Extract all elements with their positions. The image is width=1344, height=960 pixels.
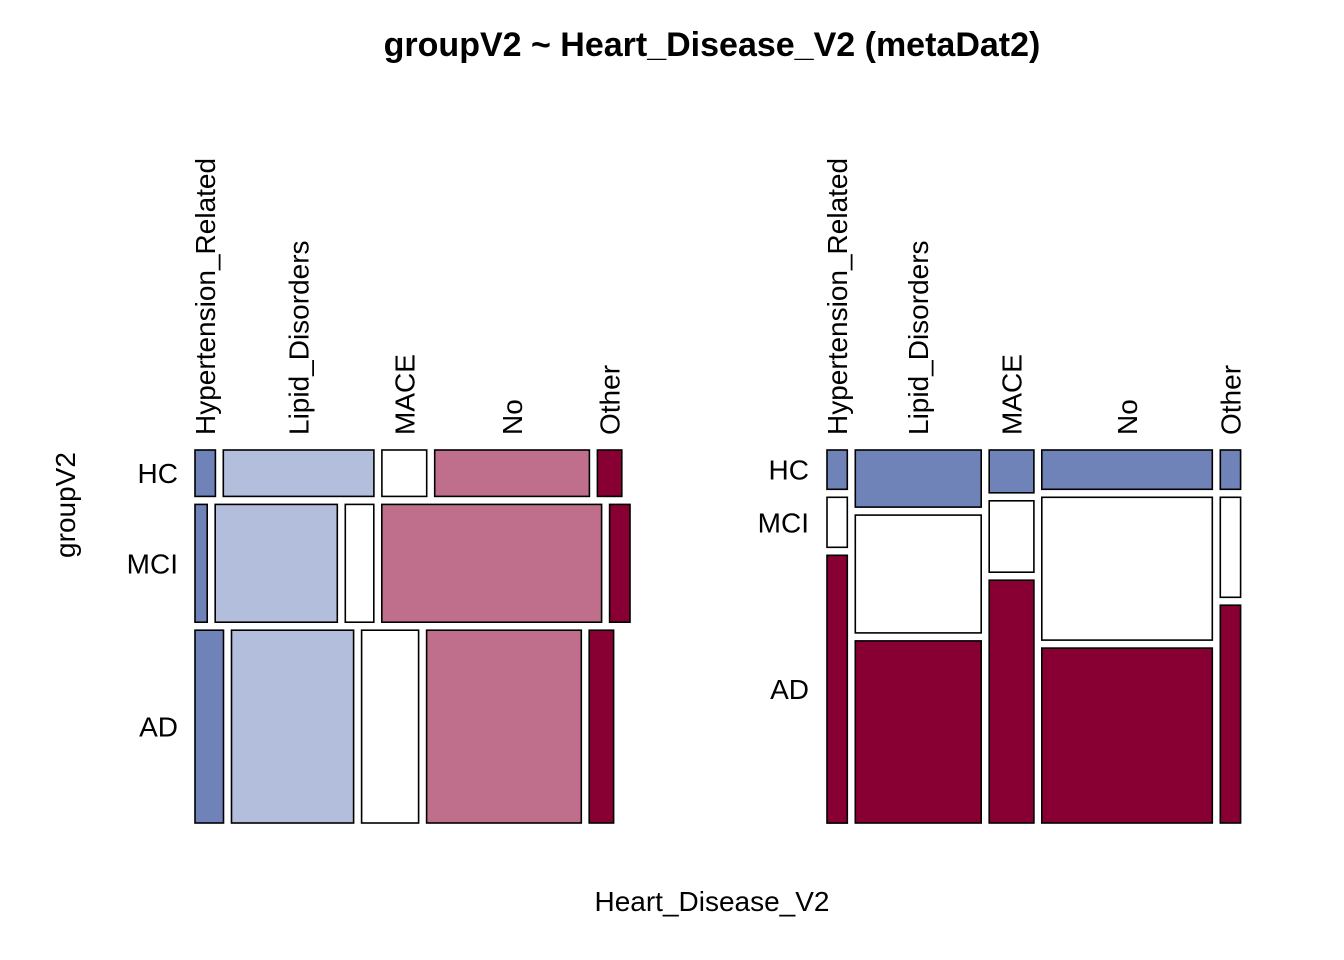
mosaic-tile-right-lipid-disorders-hc (854, 449, 982, 508)
mosaic-tile-right-hypertension-related-mci (826, 496, 849, 549)
mosaic-tile-left-ad-lipid-disorders (230, 629, 355, 824)
column-label-right-mace: MACE (996, 354, 1027, 435)
mosaic-tile-right-no-mci (1041, 496, 1214, 641)
mosaic-tile-left-mci-hypertension-related (194, 503, 208, 623)
mosaic-tile-left-hc-mace (381, 449, 428, 498)
mosaic-tile-left-hc-hypertension-related (194, 449, 217, 498)
mosaic-tile-left-hc-no (433, 449, 591, 498)
row-label-right-ad: AD (770, 674, 809, 705)
x-axis-title: Heart_Disease_V2 (594, 886, 829, 917)
mosaic-tile-left-ad-no (425, 629, 583, 824)
mosaic-tile-right-hypertension-related-hc (826, 449, 849, 491)
mosaic-tile-left-hc-other (596, 449, 623, 498)
row-label-left-ad: AD (139, 712, 178, 743)
mosaic-tile-right-other-ad (1219, 604, 1242, 824)
y-axis-title: groupV2 (50, 452, 81, 558)
mosaic-tile-right-no-hc (1041, 449, 1214, 491)
mosaic-tile-right-lipid-disorders-mci (854, 514, 982, 634)
mosaic-tile-left-ad-hypertension-related (194, 629, 225, 824)
mosaic-tile-right-hypertension-related-ad (826, 554, 849, 824)
row-label-right-mci: MCI (758, 507, 809, 538)
mosaic-tile-right-other-mci (1219, 496, 1242, 599)
column-label-right-hypertension-related: Hypertension_Related (822, 158, 853, 435)
column-label-left-no: No (497, 399, 528, 435)
mosaic-tile-left-mci-other (608, 503, 631, 623)
mosaic-tile-left-mci-no (380, 503, 603, 623)
column-label-right-other: Other (1215, 365, 1246, 435)
column-label-left-mace: MACE (389, 354, 420, 435)
mosaic-tile-left-mci-mace (344, 503, 375, 623)
mosaic-tile-right-lipid-disorders-ad (854, 640, 982, 824)
mosaic-tile-right-mace-ad (988, 579, 1035, 824)
mosaic-tile-right-no-ad (1041, 647, 1214, 824)
mosaic-tile-right-mace-hc (988, 449, 1035, 494)
mosaic-tile-left-hc-lipid-disorders (222, 449, 375, 498)
mosaic-tile-left-mci-lipid-disorders (214, 503, 339, 623)
column-label-left-other: Other (595, 365, 626, 435)
row-label-left-hc: HC (138, 458, 178, 489)
column-label-right-no: No (1112, 399, 1143, 435)
column-label-right-lipid-disorders: Lipid_Disorders (903, 240, 934, 435)
column-label-left-hypertension-related: Hypertension_Related (190, 158, 221, 435)
mosaic-tile-right-mace-mci (988, 499, 1035, 573)
mosaic-panel-left: HC MCI AD Hypertension_Related Lipid_Disorde… (127, 158, 631, 824)
chart-title: groupV2 ~ Heart_Disease_V2 (metaDat2) (384, 26, 1041, 64)
mosaic-tile-left-ad-mace (360, 629, 420, 824)
mosaic-tile-left-ad-other (588, 629, 615, 824)
mosaic-tile-right-other-hc (1219, 449, 1242, 491)
row-label-left-mci: MCI (127, 548, 178, 579)
mosaic-panel-right: Hypertension_Related Lipid_Disorders MACE N… (758, 158, 1246, 824)
row-label-right-hc: HC (769, 455, 809, 486)
column-label-left-lipid-disorders: Lipid_Disorders (284, 240, 315, 435)
